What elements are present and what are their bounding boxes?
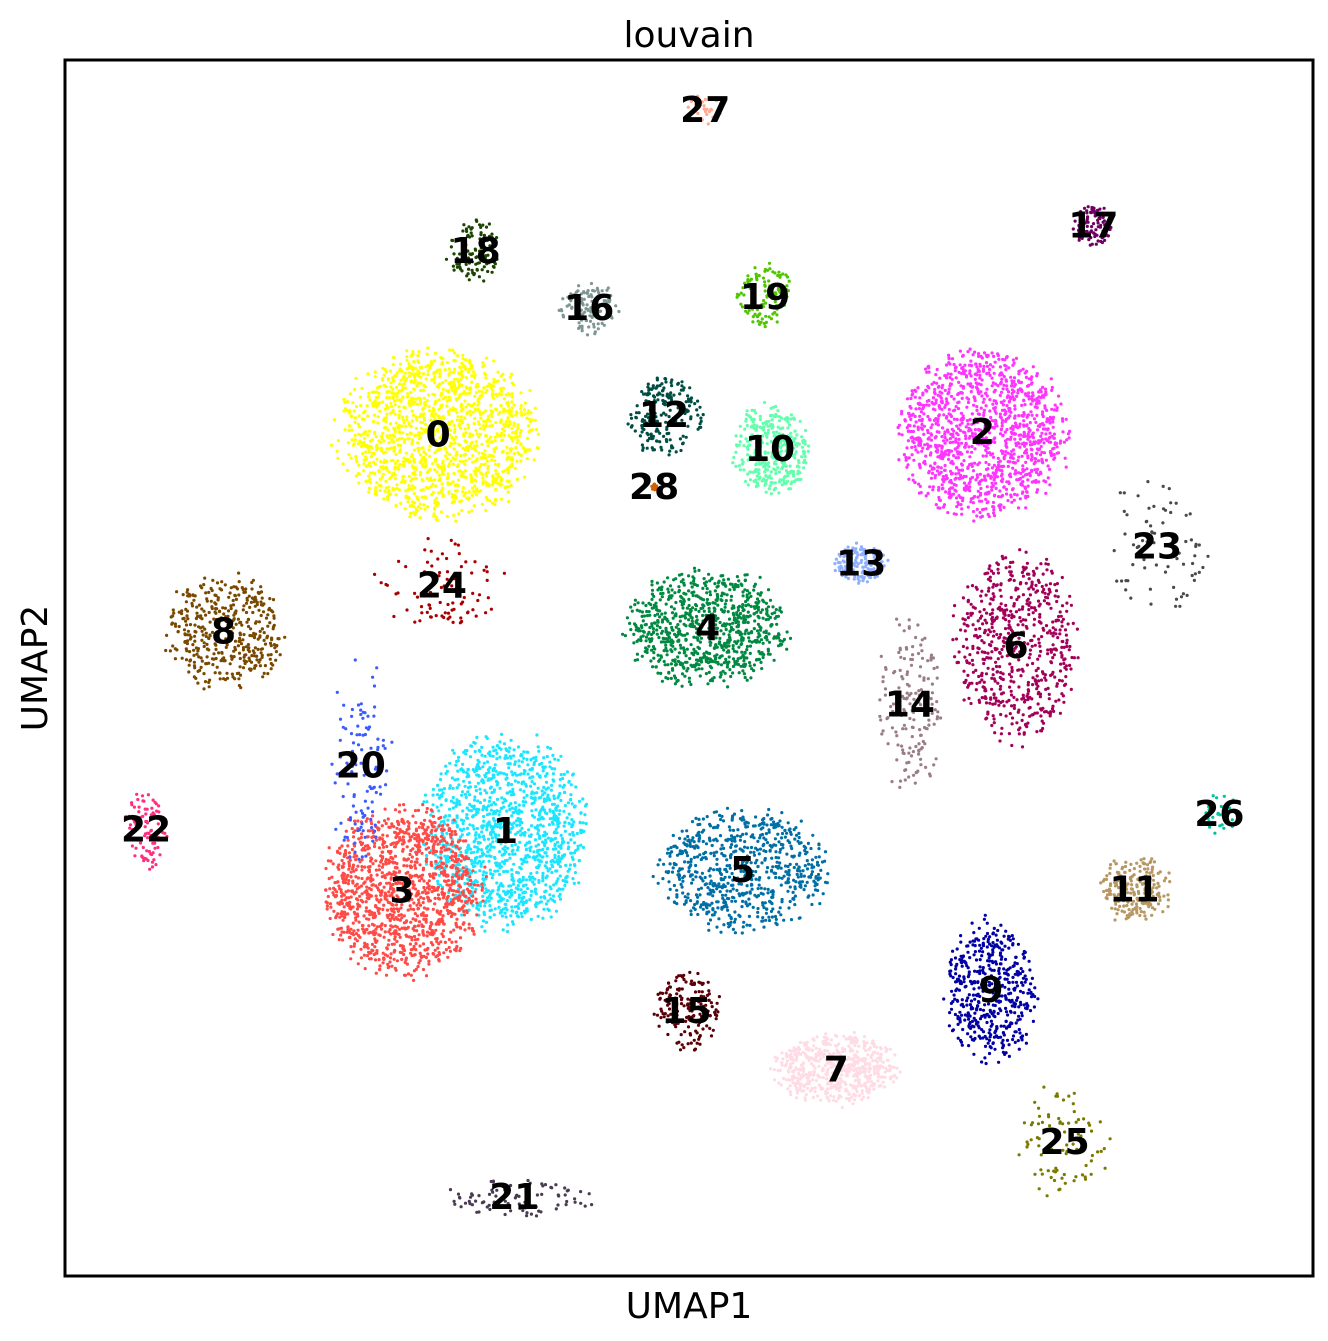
cluster-9-points bbox=[942, 913, 1040, 1066]
cluster-17-points bbox=[1071, 205, 1113, 247]
cluster-label-0: 0 bbox=[426, 415, 451, 456]
cluster-14-points bbox=[878, 617, 943, 790]
cluster-1-points bbox=[422, 732, 589, 934]
cluster-3-points bbox=[324, 803, 488, 983]
cluster-label-2: 2 bbox=[970, 412, 995, 453]
x-axis-label: UMAP1 bbox=[626, 1286, 753, 1327]
cluster-label-1: 1 bbox=[493, 811, 518, 852]
cluster-label-27: 27 bbox=[680, 90, 730, 131]
cluster-label-5: 5 bbox=[730, 850, 755, 891]
cluster-27-points bbox=[686, 94, 723, 126]
cluster-15-points bbox=[652, 970, 722, 1052]
cluster-label-18: 18 bbox=[451, 231, 501, 272]
cluster-label-28: 28 bbox=[629, 467, 679, 508]
cluster-label-21: 21 bbox=[489, 1177, 539, 1218]
y-axis-label: UMAP2 bbox=[15, 605, 56, 732]
cluster-6-points bbox=[951, 548, 1080, 749]
cluster-label-16: 16 bbox=[564, 288, 614, 329]
cluster-label-11: 11 bbox=[1109, 869, 1159, 910]
cluster-16-points bbox=[557, 281, 621, 337]
cluster-23-points bbox=[1112, 480, 1210, 608]
cluster-22-points bbox=[124, 792, 169, 871]
cluster-label-26: 26 bbox=[1194, 794, 1244, 835]
labels-layer: 0123456789101112131415161718192021222324… bbox=[121, 90, 1244, 1218]
cluster-label-6: 6 bbox=[1003, 626, 1028, 667]
cluster-label-22: 22 bbox=[121, 810, 171, 851]
cluster-18-points bbox=[444, 218, 499, 283]
points-layer bbox=[124, 94, 1242, 1218]
cluster-12-points bbox=[626, 376, 705, 457]
plot-frame bbox=[63, 58, 1315, 1278]
cluster-label-19: 19 bbox=[740, 277, 790, 318]
cluster-label-3: 3 bbox=[389, 871, 414, 912]
cluster-label-20: 20 bbox=[336, 745, 386, 786]
cluster-0-points bbox=[329, 346, 541, 523]
cluster-label-24: 24 bbox=[417, 565, 467, 606]
cluster-4-points bbox=[621, 566, 793, 689]
chart-title: louvain bbox=[623, 15, 754, 56]
cluster-28-points bbox=[650, 482, 659, 492]
cluster-label-7: 7 bbox=[824, 1049, 849, 1090]
cluster-10-points bbox=[731, 400, 811, 496]
cluster-label-14: 14 bbox=[885, 685, 935, 726]
cluster-20-points bbox=[330, 658, 394, 861]
cluster-26-points bbox=[1204, 794, 1242, 835]
cluster-label-12: 12 bbox=[639, 395, 689, 436]
cluster-5-points bbox=[651, 806, 830, 935]
cluster-label-15: 15 bbox=[661, 991, 711, 1032]
cluster-25-points bbox=[1017, 1085, 1112, 1198]
cluster-21-points bbox=[448, 1178, 594, 1218]
cluster-7-points bbox=[769, 1030, 902, 1110]
cluster-label-9: 9 bbox=[978, 970, 1003, 1011]
cluster-24-points bbox=[373, 537, 506, 625]
cluster-label-25: 25 bbox=[1040, 1122, 1090, 1163]
cluster-2-points bbox=[896, 347, 1072, 523]
cluster-label-4: 4 bbox=[695, 608, 720, 649]
cluster-label-13: 13 bbox=[836, 543, 886, 584]
cluster-19-points bbox=[735, 261, 791, 329]
cluster-13-points bbox=[833, 541, 890, 585]
cluster-label-17: 17 bbox=[1068, 205, 1118, 246]
cluster-11-points bbox=[1099, 857, 1172, 922]
cluster-label-23: 23 bbox=[1132, 526, 1182, 567]
cluster-8-points bbox=[164, 571, 287, 691]
cluster-label-10: 10 bbox=[745, 429, 795, 470]
cluster-label-8: 8 bbox=[211, 612, 236, 653]
